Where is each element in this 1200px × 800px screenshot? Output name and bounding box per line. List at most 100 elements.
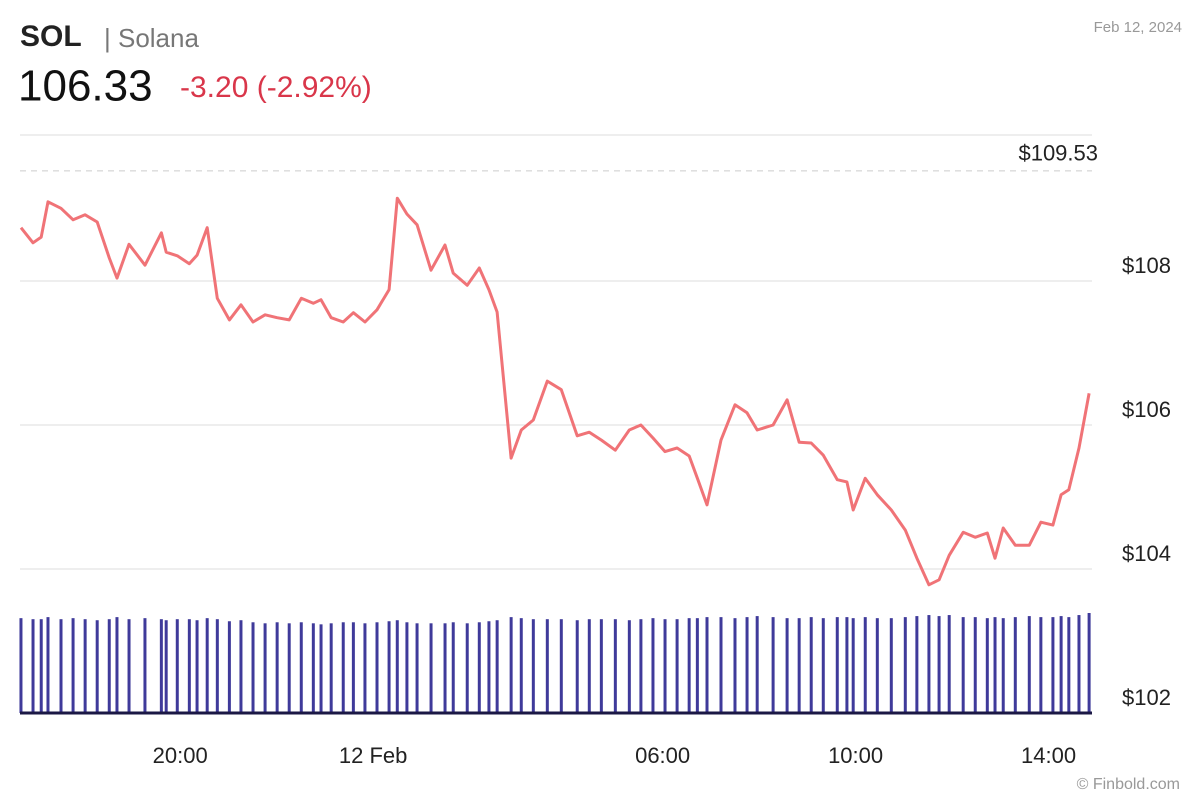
volume-bar (993, 617, 997, 713)
volume-bar (509, 617, 513, 713)
volume-bar (495, 620, 499, 713)
volume-bar (46, 617, 50, 713)
y-tick-label: $104 (1122, 541, 1171, 566)
volume-bar (351, 622, 355, 713)
volume-bar (59, 619, 63, 713)
volume-bar (985, 618, 989, 713)
volume-bar (443, 623, 447, 713)
volume-bar (164, 620, 168, 713)
volume-bar (195, 620, 199, 713)
volume-bar (395, 620, 399, 713)
ticker: SOL (20, 20, 82, 53)
x-tick-label: 20:00 (153, 743, 208, 768)
x-tick-label: 12 Feb (339, 743, 408, 768)
asset-name: | Solana (104, 23, 199, 53)
volume-bar (227, 621, 231, 713)
volume-bar (205, 618, 209, 713)
volume-bar (575, 620, 579, 713)
volume-bar (663, 619, 667, 713)
volume-bar (115, 617, 119, 713)
volume-bar (239, 620, 243, 713)
volume-bar (375, 622, 379, 713)
volume-bar (587, 619, 591, 713)
volume-bar (143, 618, 147, 713)
volume-bar (1001, 618, 1005, 713)
y-tick-label: $108 (1122, 253, 1171, 278)
reference-label: $109.53 (1018, 141, 1098, 166)
volume-bar (771, 617, 775, 713)
volume-bar (329, 623, 333, 713)
volume-bar (31, 619, 35, 713)
volume-bar (275, 622, 279, 713)
x-tick-label: 06:00 (635, 743, 690, 768)
volume-bar (465, 623, 469, 713)
volume-bar (387, 621, 391, 713)
volume-bar (675, 619, 679, 713)
volume-bar (889, 618, 893, 713)
volume-bar (39, 619, 43, 713)
price-change: -3.20 (-2.92%) (180, 71, 372, 104)
volume-bar (1077, 615, 1081, 713)
volume-bar (531, 619, 535, 713)
volume-bar (251, 622, 255, 713)
volume-bar (1067, 617, 1071, 713)
volume-bar (1039, 617, 1043, 713)
volume-bar (415, 623, 419, 713)
volume-bar (19, 618, 23, 713)
volume-bar (451, 622, 455, 713)
x-tick-label: 14:00 (1021, 743, 1076, 768)
volume-bar (311, 623, 315, 713)
volume-bar (215, 619, 219, 713)
volume-bar (159, 619, 163, 713)
volume-bar (287, 623, 291, 713)
volume-bar (851, 618, 855, 713)
volume-bar (863, 617, 867, 713)
volume-bar (719, 617, 723, 713)
volume-bar (175, 619, 179, 713)
volume-bar (875, 618, 879, 713)
y-tick-label: $102 (1122, 685, 1171, 710)
volume-bar (639, 619, 643, 713)
volume-bar (755, 616, 759, 713)
volume-bar (973, 617, 977, 713)
volume-bar (915, 616, 919, 713)
volume-bar (127, 619, 131, 713)
volume-bar (107, 619, 111, 713)
volume-bar (809, 617, 813, 713)
volume-bar (559, 619, 563, 713)
volume-bar (961, 617, 965, 713)
volume-bar (299, 622, 303, 713)
volume-bar (947, 615, 951, 713)
volume-bar (1051, 617, 1055, 713)
volume-bar (927, 615, 931, 713)
volume-bar (319, 624, 323, 713)
volume-bar (1027, 616, 1031, 713)
volume-bar (477, 622, 481, 713)
volume-bar (341, 622, 345, 713)
volume-bar (1087, 613, 1091, 713)
volume-bar (95, 620, 99, 713)
volume-bar (733, 618, 737, 713)
volume-bar (651, 618, 655, 713)
volume-bar (1059, 616, 1063, 713)
volume-bar (687, 618, 691, 713)
volume-bar (1013, 617, 1017, 713)
volume-bar (487, 621, 491, 713)
volume-bar (785, 618, 789, 713)
volume-bar (599, 619, 603, 713)
source: © Finbold.com (1077, 776, 1180, 793)
price: 106.33 (18, 62, 153, 111)
volume-bar (187, 619, 191, 713)
volume-bar (821, 618, 825, 713)
volume-bar (835, 617, 839, 713)
volume-bar (903, 617, 907, 713)
volume-bar (627, 620, 631, 713)
volume-bar (705, 617, 709, 713)
volume-bar (695, 618, 699, 713)
volume-bar (797, 618, 801, 713)
volume-bar (519, 618, 523, 713)
volume-bar (613, 619, 617, 713)
x-tick-label: 10:00 (828, 743, 883, 768)
volume-bar (263, 623, 267, 713)
date: Feb 12, 2024 (1094, 19, 1182, 36)
